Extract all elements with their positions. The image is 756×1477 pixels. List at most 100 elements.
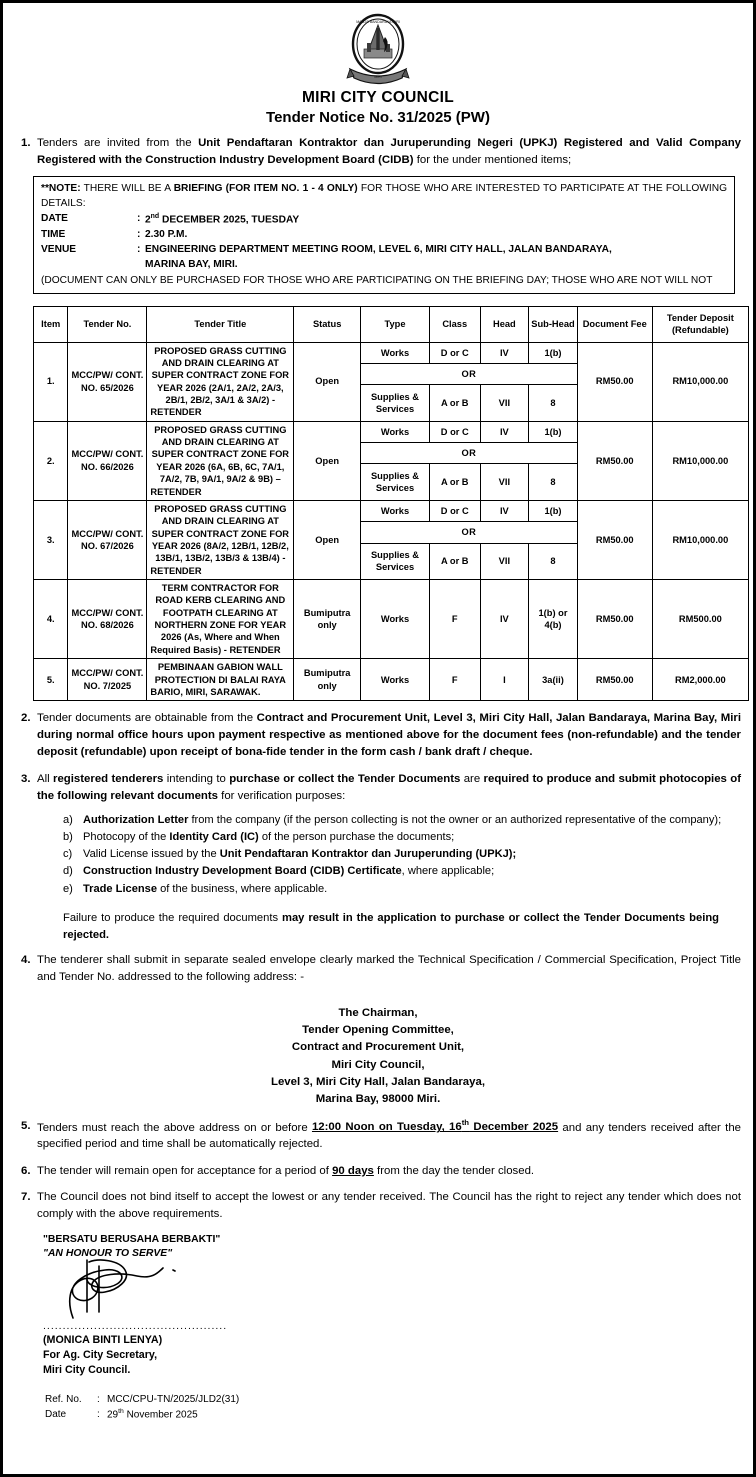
row4-sub: 1(b) or 4(b) <box>528 579 578 660</box>
table-row-alt: Supplies & Services A or B VII 8 <box>34 542 749 581</box>
list-item: c) Valid License issued by the Unit Pend… <box>63 846 741 862</box>
col-header-status: Status <box>293 305 362 343</box>
organization-title: MIRI CITY COUNCIL <box>301 89 455 106</box>
col-header-sub-head: Sub-Head <box>528 305 578 343</box>
table-row-or: OR <box>34 521 749 544</box>
address-line-6: Marina Bay, 98000 Miri. <box>315 1093 441 1106</box>
clause-6-t1: The tender will remain open for acceptan… <box>37 1164 333 1177</box>
date-rest: November 2025 <box>123 1409 198 1421</box>
notice-title: Tender Notice No. 31/2025 (PW) <box>266 109 490 126</box>
row2-head-a: IV <box>479 420 530 444</box>
failure-bold: may result in the application to purchas… <box>63 911 719 941</box>
row1-sub-a: 1(b) <box>528 341 578 364</box>
required-documents-list: a) Authorization Letter from the company… <box>63 812 741 897</box>
row5-class: F <box>428 658 481 702</box>
clause-5-number: 5. <box>21 1119 31 1132</box>
crest-container: MAJLIS BANDARAYA MIRI MIRI <box>15 13 741 87</box>
row2-type-a: Works <box>360 420 430 444</box>
clause-4: 4. The tenderer shall submit in separate… <box>15 952 741 986</box>
briefing-time-value: 2.30 P.M. <box>145 229 188 241</box>
row3-deposit: RM10,000.00 <box>651 499 750 581</box>
row4-tender-no: MCC/PW/ CONT. NO. 68/2026 <box>67 579 148 660</box>
table-row: 4. MCC/PW/ CONT. NO. 68/2026 TERM CONTRA… <box>32 579 750 660</box>
row1-class-b: A or B <box>428 384 481 422</box>
row2-head-b: VII <box>479 463 530 501</box>
date-day: 29 <box>107 1409 119 1421</box>
motto-english: "AN HONOUR TO SERVE" <box>43 1247 173 1259</box>
row1-head-a: IV <box>479 341 530 364</box>
motto-malay: "BERSATU BERUSAHA BERBAKTI" <box>43 1233 221 1245</box>
row2-or: OR <box>360 442 578 465</box>
doc-b-pre: Photocopy of the <box>83 831 170 843</box>
row5-title: PEMBINAAN GABION WALL PROTECTION DI BALA… <box>146 658 295 702</box>
row2-item: 2. <box>32 420 69 501</box>
clause-3-b3: required to produce and submit photocopi… <box>37 772 742 802</box>
briefing-note-header: **NOTE: THERE WILL BE A BRIEFING (FOR IT… <box>41 182 727 212</box>
row2-tender-no: MCC/PW/ CONT. NO. 66/2026 <box>67 420 148 501</box>
row5-sub: 3a(ii) <box>528 658 578 702</box>
row2-title: PROPOSED GRASS CUTTING AND DRAIN CLEARIN… <box>146 420 295 501</box>
reference-block: Ref. No. : MCC/CPU-TN/2025/JLD2(31) Date… <box>45 1392 741 1422</box>
signer-position: For Ag. City Secretary, <box>43 1348 158 1361</box>
table-row: 5. MCC/PW/ CONT. NO. 7/2025 PEMBINAAN GA… <box>32 658 750 702</box>
briefing-venue-continuation: MARINA BAY, MIRI. <box>145 259 238 271</box>
row3-type-b: Supplies & Services <box>360 542 430 581</box>
list-item: b) Photocopy of the Identity Card (IC) o… <box>63 829 741 845</box>
list-item-marker-d: d) <box>63 865 73 878</box>
clause-3-text: All registered tenderers intending to pu… <box>37 771 741 805</box>
clause-6-validity: 90 days <box>332 1164 374 1177</box>
row5-type: Works <box>360 658 430 702</box>
row3-head-b: VII <box>479 542 530 581</box>
date-label: Date <box>45 1408 67 1420</box>
note-lead: THERE WILL BE A <box>80 183 174 195</box>
table-row-or: OR <box>34 442 749 465</box>
doc-a-bold: Authorization Letter <box>83 813 189 826</box>
clause-1-number: 1. <box>21 137 31 149</box>
svg-text:MAJLIS BANDARAYA MIRI: MAJLIS BANDARAYA MIRI <box>356 20 400 24</box>
row5-fee: RM50.00 <box>576 658 653 702</box>
row4-item: 4. <box>32 579 69 660</box>
clause-3-b1: registered tenderers <box>53 772 164 785</box>
doc-c-bold: Unit Pendaftaran Kontraktor dan Juruperu… <box>219 848 517 861</box>
clause-7-number: 7. <box>21 1190 31 1203</box>
doc-d-bold: Construction Industry Development Board … <box>83 865 402 878</box>
list-item-text-c: Valid License issued by the Unit Pendaft… <box>83 846 741 862</box>
signer-council: Miri City Council. <box>43 1363 131 1376</box>
row1-status: Open <box>293 341 362 422</box>
row5-tender-no: MCC/PW/ CONT. NO. 7/2025 <box>67 658 148 702</box>
row3-tender-no: MCC/PW/ CONT. NO. 67/2026 <box>67 499 148 581</box>
row3-head-a: IV <box>479 499 530 523</box>
clause-4-text: The tenderer shall submit in separate se… <box>37 954 741 984</box>
clause-5-deadline-pre: 12:00 Noon on Tuesday, 16 <box>311 1121 462 1134</box>
row4-head: IV <box>479 579 530 660</box>
briefing-date-rest: DECEMBER 2025, TUESDAY <box>159 214 300 226</box>
row1-type-a: Works <box>360 341 430 364</box>
row3-class-b: A or B <box>428 542 481 581</box>
note-tail: FOR THOSE WHO ARE INTERESTED TO PARTICIP… <box>41 183 728 210</box>
date-value: 29th November 2025 <box>107 1407 198 1422</box>
row5-deposit: RM2,000.00 <box>651 658 750 702</box>
clause-3-t1: All <box>37 772 54 785</box>
list-item-text-b: Photocopy of the Identity Card (IC) of t… <box>83 829 741 845</box>
row5-head: I <box>479 658 530 702</box>
failure-lead: Failure to produce the required document… <box>63 911 282 924</box>
clause-1-lead: Tenders are invited from the <box>37 137 199 149</box>
row2-fee: RM50.00 <box>576 420 653 501</box>
reference-date-row: Date : 29th November 2025 <box>45 1407 741 1422</box>
briefing-date-ordinal: nd <box>150 213 160 220</box>
row3-status: Open <box>293 499 362 581</box>
table-row-or: OR <box>34 362 749 386</box>
list-item: a) Authorization Letter from the company… <box>63 812 741 828</box>
col-header-tender-no: Tender No. <box>67 305 148 343</box>
signature-dotted-line: ........................................… <box>43 1320 228 1333</box>
row1-or: OR <box>360 362 578 386</box>
doc-e-rest: of the business, where applicable. <box>157 882 328 895</box>
clause-5: 5. Tenders must reach the above address … <box>15 1118 741 1154</box>
address-line-1: The Chairman, <box>338 1006 418 1019</box>
row1-deposit: RM10,000.00 <box>651 341 750 422</box>
briefing-venue-row: VENUE : ENGINEERING DEPARTMENT MEETING R… <box>41 243 727 258</box>
row2-deposit: RM10,000.00 <box>651 420 750 501</box>
list-item-text-d: Construction Industry Development Board … <box>83 863 741 879</box>
clause-7: 7. The Council does not bind itself to a… <box>15 1189 741 1223</box>
col-header-class: Class <box>428 305 481 343</box>
